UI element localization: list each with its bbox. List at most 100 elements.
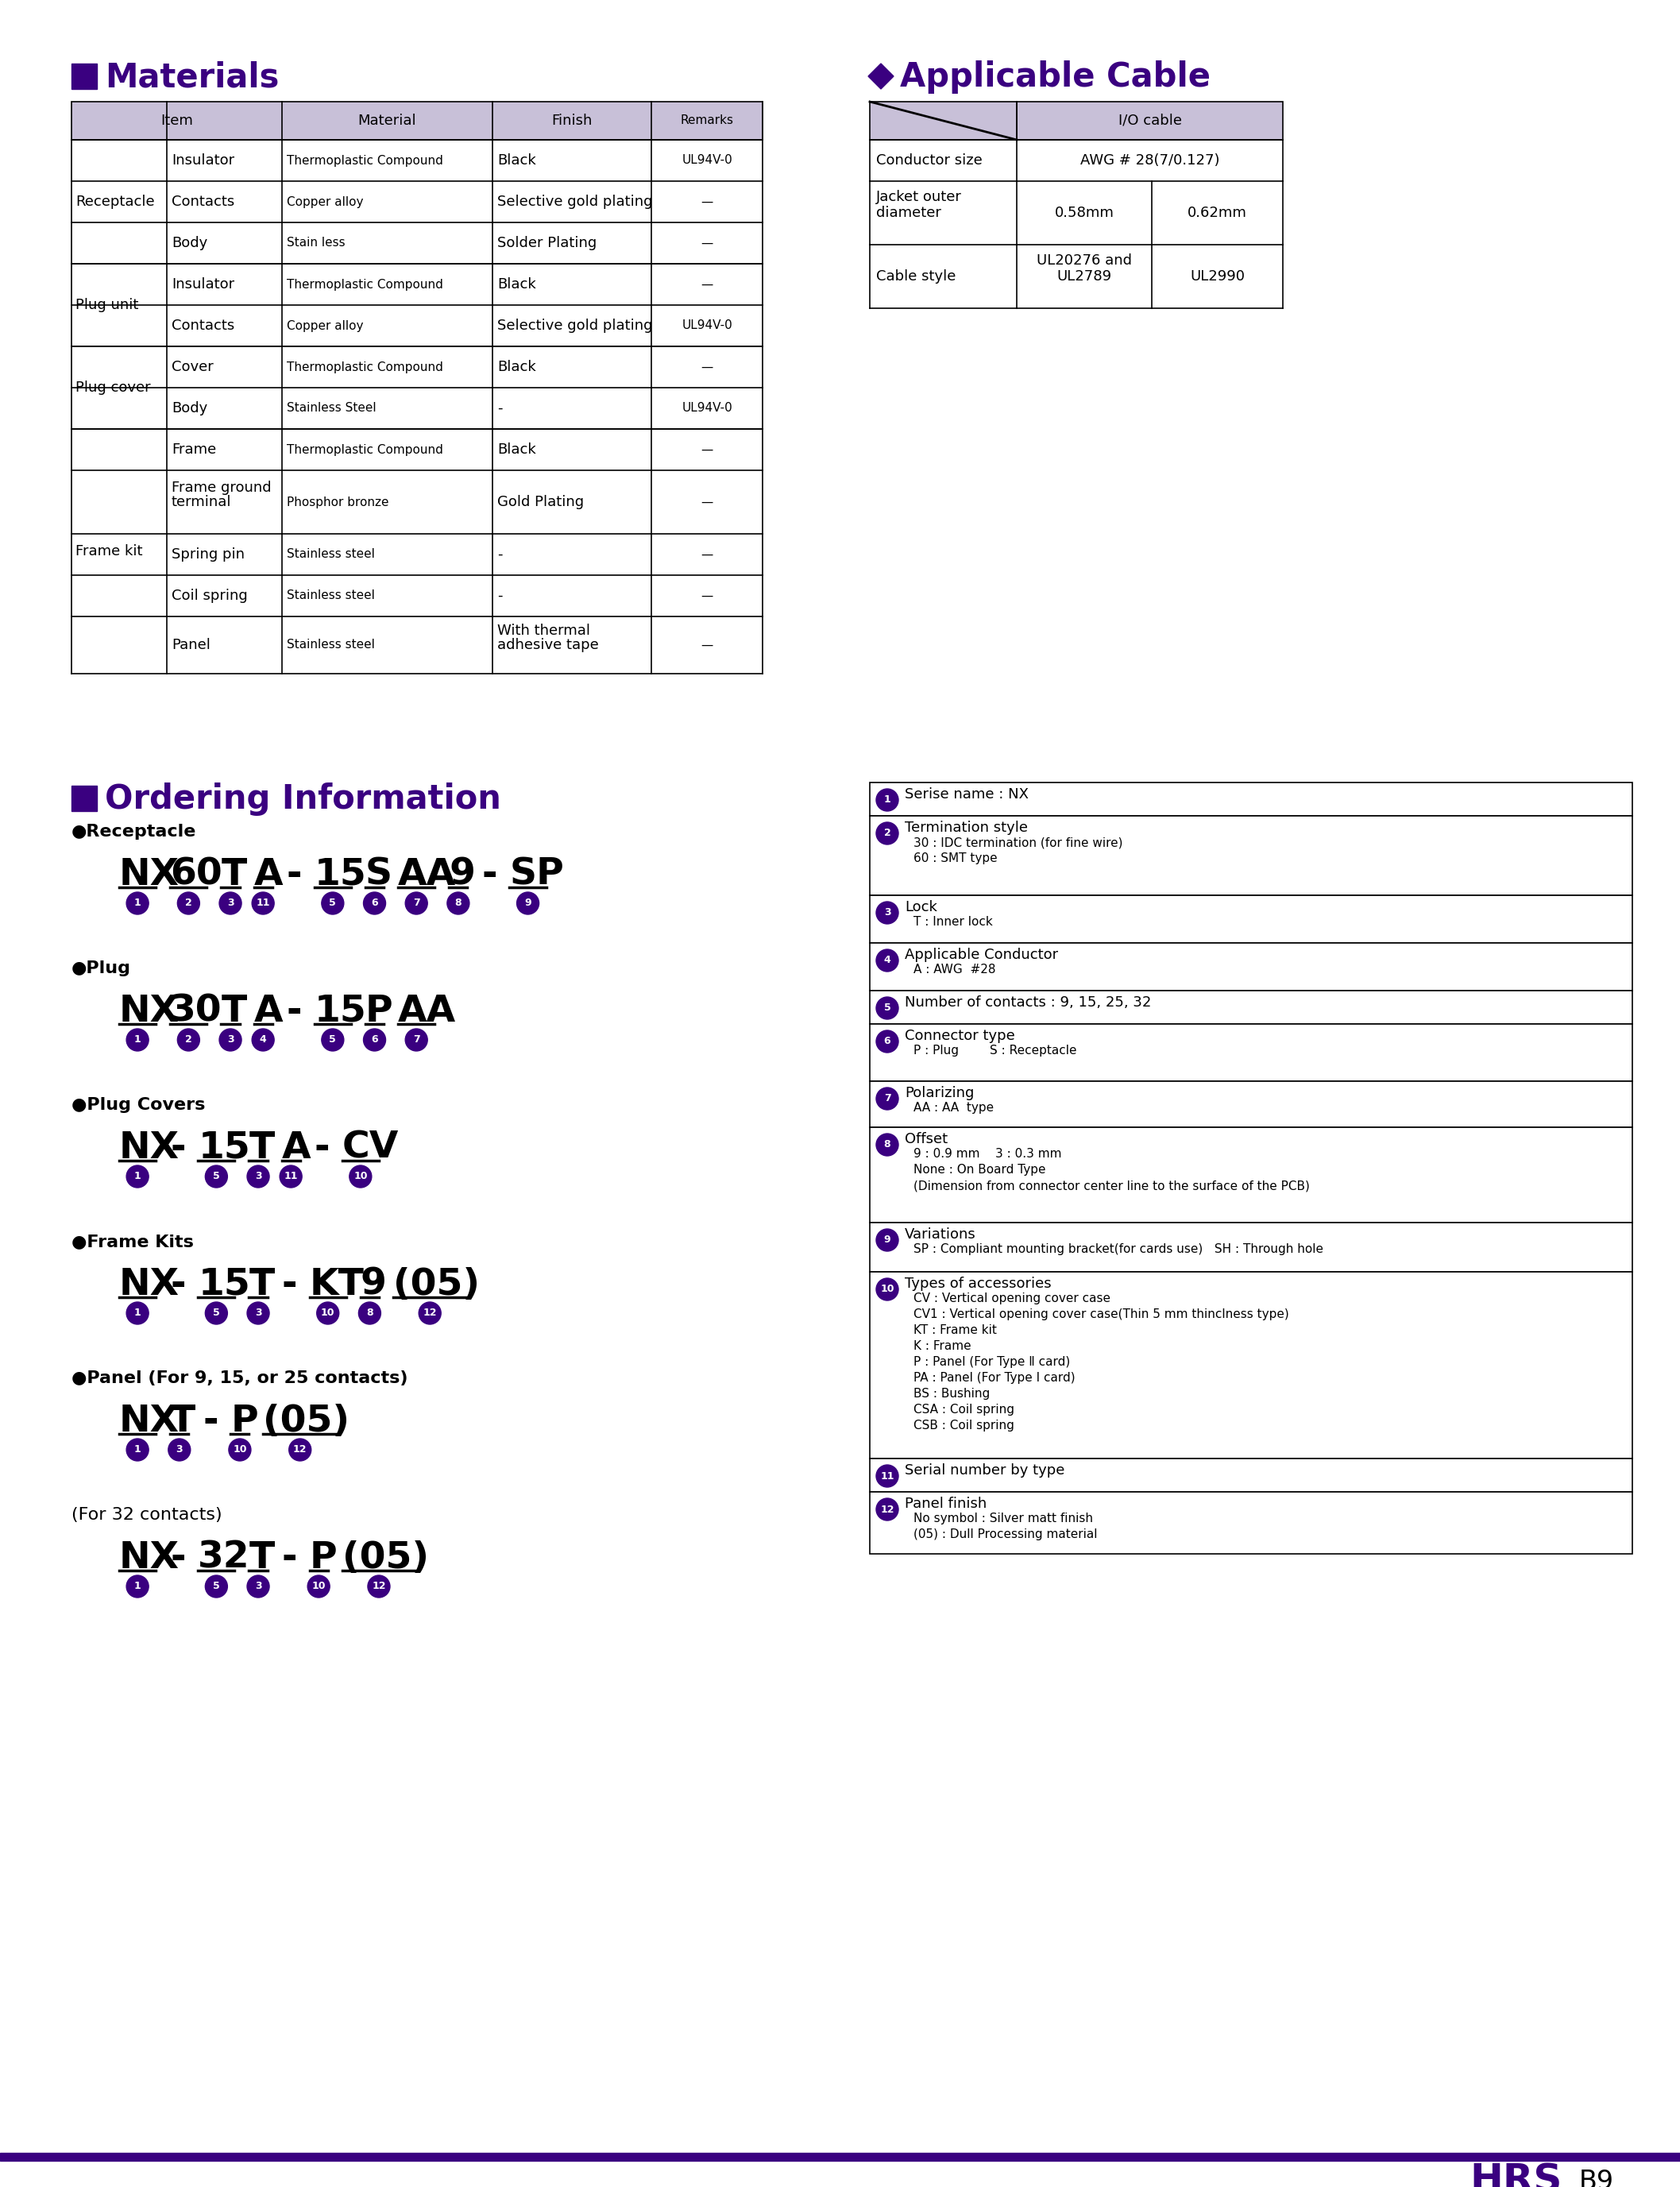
Text: Conductor size: Conductor size	[877, 153, 983, 168]
Bar	[870, 1273, 1633, 1459]
Bar	[870, 816, 1633, 894]
Bar	[870, 1223, 1633, 1273]
Text: SP : Compliant mounting bracket(for cards use)   SH : Through hole: SP : Compliant mounting bracket(for card…	[914, 1242, 1324, 1255]
Text: UL94V-0: UL94V-0	[682, 155, 732, 166]
Text: 5: 5	[329, 1034, 336, 1045]
Circle shape	[220, 892, 242, 914]
Text: Body: Body	[171, 400, 208, 416]
Text: 5: 5	[884, 1004, 890, 1013]
Circle shape	[517, 892, 539, 914]
Text: 30 : IDC termination (for fine wire): 30 : IDC termination (for fine wire)	[914, 835, 1122, 849]
Text: Stainless steel: Stainless steel	[287, 549, 375, 560]
Text: Black: Black	[497, 361, 536, 374]
Circle shape	[405, 1028, 427, 1052]
Text: diameter: diameter	[877, 206, 941, 221]
Text: Gold Plating: Gold Plating	[497, 494, 585, 510]
Text: 4: 4	[260, 1034, 267, 1045]
Circle shape	[877, 1277, 899, 1301]
Text: 11: 11	[255, 899, 270, 908]
Bar	[870, 783, 1633, 816]
Text: —: —	[701, 361, 712, 374]
Text: Stainless steel: Stainless steel	[287, 639, 375, 652]
Text: 3: 3	[884, 908, 890, 919]
Text: NX: NX	[119, 1266, 180, 1303]
Text: T: T	[249, 1540, 274, 1577]
Text: With thermal: With thermal	[497, 623, 590, 639]
Text: 5: 5	[213, 1308, 220, 1319]
Text: (05): (05)	[393, 1266, 480, 1303]
Circle shape	[205, 1301, 227, 1325]
Text: -: -	[314, 1131, 329, 1166]
Text: Frame: Frame	[171, 442, 217, 457]
Text: adhesive tape: adhesive tape	[497, 639, 598, 652]
Text: CV : Vertical opening cover case: CV : Vertical opening cover case	[914, 1293, 1110, 1303]
Circle shape	[368, 1575, 390, 1597]
Text: Connector type: Connector type	[906, 1028, 1015, 1043]
Text: A: A	[254, 857, 282, 892]
Text: Material: Material	[358, 114, 417, 127]
Circle shape	[877, 1465, 899, 1487]
Bar	[72, 785, 97, 811]
Text: Number of contacts : 9, 15, 25, 32: Number of contacts : 9, 15, 25, 32	[906, 995, 1151, 1010]
Text: Thermoplastic Compound: Thermoplastic Compound	[287, 155, 444, 166]
Text: Receptacle: Receptacle	[76, 195, 155, 210]
Text: CSB : Coil spring: CSB : Coil spring	[914, 1419, 1015, 1432]
Text: —: —	[701, 236, 712, 249]
Bar	[870, 894, 1633, 943]
Text: KT: KT	[309, 1266, 365, 1303]
Text: UL94V-0: UL94V-0	[682, 319, 732, 332]
Text: 3: 3	[255, 1308, 262, 1319]
Text: (Dimension from connector center line to the surface of the PCB): (Dimension from connector center line to…	[914, 1179, 1310, 1192]
Circle shape	[178, 892, 200, 914]
Circle shape	[418, 1301, 442, 1325]
Text: -: -	[482, 857, 497, 892]
Circle shape	[877, 1030, 899, 1052]
Circle shape	[126, 1575, 148, 1597]
Text: —: —	[701, 639, 712, 652]
Text: 0.62mm: 0.62mm	[1188, 206, 1247, 221]
Text: 7: 7	[413, 899, 420, 908]
Text: Frame kit: Frame kit	[76, 545, 143, 558]
Text: ●Plug: ●Plug	[72, 960, 131, 975]
Text: 8: 8	[455, 899, 462, 908]
Text: 10: 10	[880, 1284, 894, 1295]
Text: 12: 12	[292, 1446, 307, 1454]
Text: NX: NX	[119, 857, 180, 892]
Text: NX: NX	[119, 1131, 180, 1166]
Text: Termination style: Termination style	[906, 820, 1028, 835]
Text: ●Frame Kits: ●Frame Kits	[72, 1233, 193, 1249]
Text: UL2990: UL2990	[1189, 269, 1245, 284]
Text: terminal: terminal	[171, 494, 232, 510]
Text: 7: 7	[413, 1034, 420, 1045]
Text: 3: 3	[255, 1172, 262, 1181]
Circle shape	[358, 1301, 381, 1325]
Text: CV: CV	[343, 1131, 398, 1166]
Text: 9: 9	[361, 1266, 386, 1303]
Text: Body: Body	[171, 236, 208, 249]
Bar	[870, 1080, 1633, 1126]
Text: CV1 : Vertical opening cover case(Thin 5 mm thinclness type): CV1 : Vertical opening cover case(Thin 5…	[914, 1308, 1289, 1321]
Text: 5: 5	[213, 1581, 220, 1592]
Text: UL20276 and: UL20276 and	[1037, 254, 1132, 267]
Circle shape	[877, 1229, 899, 1251]
Bar	[72, 63, 97, 90]
Text: P: P	[309, 1540, 338, 1577]
Text: 5: 5	[329, 899, 336, 908]
Text: Copper alloy: Copper alloy	[287, 319, 363, 332]
Polygon shape	[869, 63, 894, 90]
Text: Thermoplastic Compound: Thermoplastic Compound	[287, 444, 444, 455]
Text: -: -	[170, 1131, 186, 1166]
Text: -: -	[497, 400, 502, 416]
Text: 0.58mm: 0.58mm	[1055, 206, 1114, 221]
Text: 6: 6	[884, 1037, 890, 1048]
Text: Finish: Finish	[551, 114, 593, 127]
Circle shape	[877, 790, 899, 811]
Text: ●Receptacle: ●Receptacle	[72, 824, 197, 840]
Text: -: -	[282, 1540, 297, 1577]
Circle shape	[363, 1028, 386, 1052]
Text: 3: 3	[255, 1581, 262, 1592]
Text: Thermoplastic Compound: Thermoplastic Compound	[287, 278, 444, 291]
Text: 1: 1	[884, 794, 890, 805]
Circle shape	[126, 1301, 148, 1325]
Circle shape	[247, 1301, 269, 1325]
